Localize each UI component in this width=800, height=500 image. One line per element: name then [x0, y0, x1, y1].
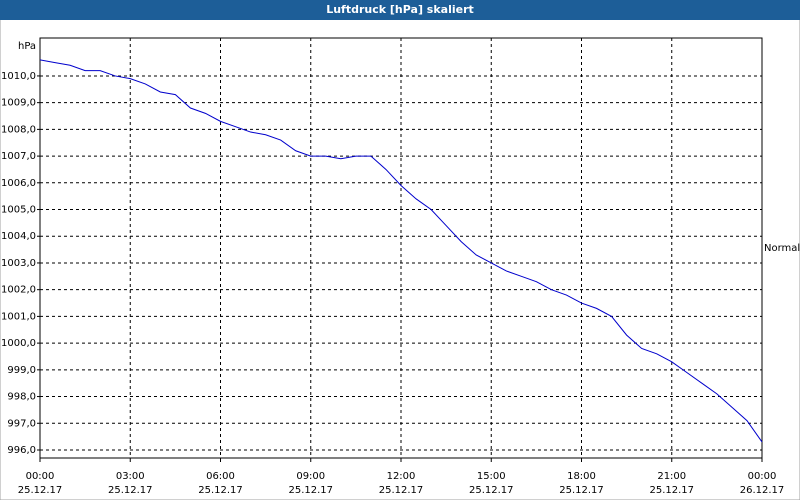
y-tick-label: 998,0 [7, 392, 36, 403]
y-tick-label: 997,0 [7, 418, 36, 429]
x-tick-date: 25.12.17 [379, 485, 424, 496]
y-tick-label: 1007,0 [1, 151, 36, 162]
title-bar [0, 0, 800, 20]
y-tick-label: 1010,0 [1, 71, 36, 82]
x-tick-label: 18:00 [567, 471, 596, 482]
x-tick-date: 25.12.17 [649, 485, 694, 496]
x-tick-date: 25.12.17 [559, 485, 604, 496]
x-tick-label: 00:00 [748, 471, 777, 482]
x-tick-date: 26.12.17 [740, 485, 785, 496]
y-tick-label: 1005,0 [1, 205, 36, 216]
data-line [39, 59, 763, 443]
x-tick-label: 21:00 [657, 471, 686, 482]
x-tick-label: 12:00 [387, 471, 416, 482]
y-tick-label: 1000,0 [1, 338, 36, 349]
legend-entry: Normal [764, 243, 800, 254]
y-tick-label: 1009,0 [1, 98, 36, 109]
x-tick-date: 25.12.17 [108, 485, 153, 496]
y-tick-label: 1003,0 [1, 258, 36, 269]
chart-title: Luftdruck [hPa] skaliert [326, 3, 474, 16]
y-tick-label: 1004,0 [1, 231, 36, 242]
y-tick-label: 999,0 [7, 365, 36, 376]
y-tick-label: 1002,0 [1, 285, 36, 296]
x-tick-label: 03:00 [116, 471, 145, 482]
x-tick-date: 25.12.17 [18, 485, 63, 496]
x-tick-date: 25.12.17 [198, 485, 243, 496]
x-tick-label: 06:00 [206, 471, 235, 482]
y-tick-label: 1001,0 [1, 311, 36, 322]
y-tick-label: 1006,0 [1, 178, 36, 189]
x-tick-label: 15:00 [477, 471, 506, 482]
x-tick-label: 00:00 [26, 471, 55, 482]
x-tick-label: 09:00 [296, 471, 325, 482]
y-tick-label: 996,0 [7, 445, 36, 456]
y-axis-label: hPa [18, 41, 36, 52]
y-tick-label: 1008,0 [1, 124, 36, 135]
x-tick-date: 25.12.17 [469, 485, 514, 496]
x-tick-date: 25.12.17 [288, 485, 333, 496]
